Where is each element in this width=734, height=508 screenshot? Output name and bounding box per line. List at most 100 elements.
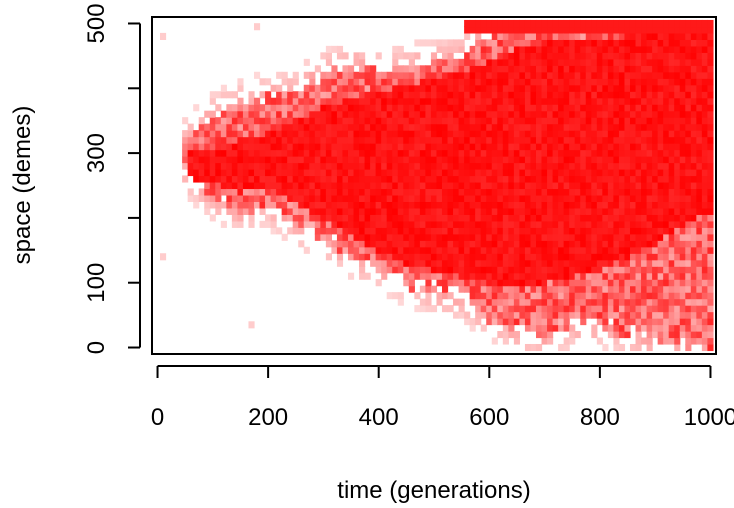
heatmap-cell [646,246,653,254]
heatmap-cell [602,240,609,248]
heatmap-cell [535,71,543,79]
heatmap-cell [618,156,626,164]
heatmap-cell [635,39,642,47]
heatmap-cell [652,149,659,157]
heatmap-cell [458,162,465,170]
heatmap-cell [657,149,664,157]
heatmap-cell [646,292,653,300]
heatmap-cell [226,91,233,99]
heatmap-cell [486,156,493,164]
heatmap-cell [563,272,570,280]
heatmap-cell [497,84,504,92]
heatmap-cell [607,97,615,105]
heatmap-cell [298,168,305,177]
heatmap-cell [563,162,570,170]
heatmap-cell [624,39,631,47]
heatmap-cell [513,65,521,73]
heatmap-cell [701,266,709,274]
heatmap-cell [508,279,515,287]
heatmap-cell [524,168,532,177]
heatmap-cell [558,201,565,209]
heatmap-cell [303,58,310,66]
heatmap-cell [668,272,675,280]
heatmap-cell [652,194,659,203]
heatmap-cell [607,71,615,79]
heatmap-cell [580,292,587,300]
heatmap-cell [392,214,399,222]
heatmap-cell [475,175,482,183]
heatmap-cell [569,52,576,60]
heatmap-cell [381,181,388,190]
heatmap-cell [674,84,681,92]
heatmap-cell [563,201,570,209]
heatmap-cell [530,143,537,151]
heatmap-cell [591,331,598,339]
heatmap-cell [502,311,509,319]
heatmap-cell [696,78,703,86]
heatmap-cell [652,130,659,138]
heatmap-cell [707,130,714,138]
heatmap-cell [342,201,349,209]
heatmap-cell [392,91,399,99]
heatmap-cell [596,123,603,131]
heatmap-cell [629,78,637,86]
heatmap-cell [585,84,592,92]
heatmap-cell [386,143,393,151]
heatmap-cell [679,188,686,196]
heatmap-cell [375,71,382,79]
heatmap-cell [668,292,675,300]
heatmap-cell [414,110,421,118]
heatmap-cell [519,305,526,313]
heatmap-cell [547,246,554,254]
heatmap-cell [624,58,631,66]
heatmap-cell [480,39,487,47]
heatmap-cell [464,266,471,274]
heatmap-cell [569,246,576,254]
heatmap-cell [580,39,587,47]
heatmap-cell [552,266,559,274]
heatmap-cell [276,97,283,105]
heatmap-cell [242,194,250,203]
heatmap-cell [596,130,603,138]
heatmap-cell [701,331,709,339]
heatmap-cell [347,91,355,99]
heatmap-cell [690,188,697,196]
heatmap-cell [607,259,615,267]
heatmap-cell [707,39,714,47]
heatmap-cell [287,149,294,157]
heatmap-cell [347,207,355,215]
heatmap-cell [441,201,449,209]
heatmap-cell [386,97,393,105]
heatmap-cell [547,194,554,203]
heatmap-cell [486,52,493,60]
heatmap-cell [701,311,709,319]
heatmap-cell [591,201,598,209]
heatmap-cell [364,168,371,177]
heatmap-cell [364,207,371,215]
heatmap-cell [325,240,333,248]
heatmap-cell [381,110,388,118]
heatmap-cell [519,84,526,92]
heatmap-cell [414,233,421,241]
heatmap-cell [618,305,626,313]
heatmap-cell [674,201,681,209]
heatmap-cell [591,26,598,34]
heatmap-cell [397,84,404,92]
heatmap-cell [182,117,189,125]
heatmap-cell [419,240,427,248]
heatmap-cell [265,201,272,209]
heatmap-cell [309,117,316,125]
heatmap-cell [453,201,460,209]
heatmap-cell [696,201,703,209]
heatmap-cell [541,175,548,183]
heatmap-cell [591,181,598,190]
heatmap-cell [430,65,438,73]
heatmap-cell [663,201,670,209]
heatmap-cell [569,45,576,53]
heatmap-cell [497,58,504,66]
heatmap-cell [657,298,664,306]
heatmap-cell [347,84,355,92]
heatmap-cell [668,156,675,164]
heatmap-cell [657,58,664,66]
heatmap-cell [596,91,603,99]
